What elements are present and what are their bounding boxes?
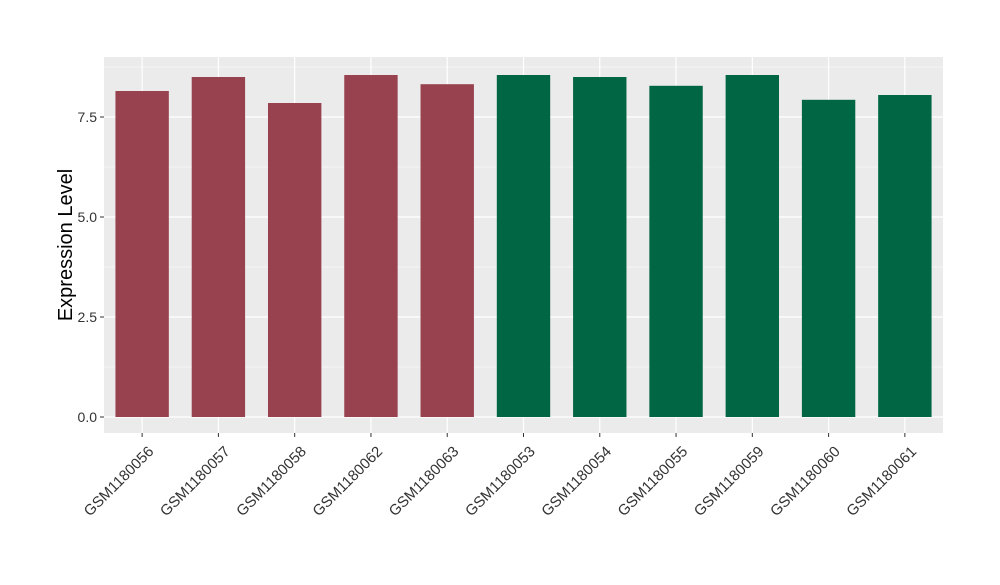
- bar-GSM1180063: [420, 84, 474, 417]
- y-tick-label: 5.0: [78, 209, 98, 225]
- x-axis: GSM1180056 GSM1180057 GSM1180058 GSM1180062…: [81, 433, 920, 520]
- y-tick-label: 0.0: [78, 409, 98, 425]
- x-tick-label: GSM1180062: [309, 443, 386, 520]
- x-tick-label: GSM1180058: [233, 443, 310, 520]
- y-tick-label: 2.5: [78, 309, 98, 325]
- bar-GSM1180056: [115, 91, 169, 417]
- bar-GSM1180058: [267, 103, 322, 417]
- bar-GSM1180059: [725, 75, 780, 417]
- x-tick-label: GSM1180063: [386, 443, 463, 520]
- x-tick-label: GSM1180059: [691, 443, 768, 520]
- y-tick-label: 7.5: [78, 109, 98, 125]
- bar-GSM1180055: [649, 85, 703, 418]
- x-tick-label: GSM1180057: [157, 443, 234, 520]
- bars: [115, 75, 932, 418]
- x-tick-label: GSM1180060: [767, 443, 844, 520]
- bar-GSM1180054: [573, 77, 627, 417]
- x-tick-label: GSM1180061: [843, 443, 920, 520]
- x-tick-label: GSM1180054: [538, 443, 615, 520]
- y-axis: 0.0 2.5 5.0 7.5: [78, 109, 104, 425]
- y-axis-label: Expression Level: [55, 169, 77, 321]
- x-tick-label: GSM1180056: [81, 443, 158, 520]
- x-tick-label: GSM1180055: [615, 443, 692, 520]
- bar-GSM1180053: [496, 75, 551, 417]
- bar-GSM1180062: [344, 75, 398, 417]
- bar-GSM1180057: [191, 77, 246, 417]
- bar-GSM1180061: [878, 95, 932, 417]
- bar-GSM1180060: [801, 99, 856, 418]
- x-tick-label: GSM1180053: [462, 443, 539, 520]
